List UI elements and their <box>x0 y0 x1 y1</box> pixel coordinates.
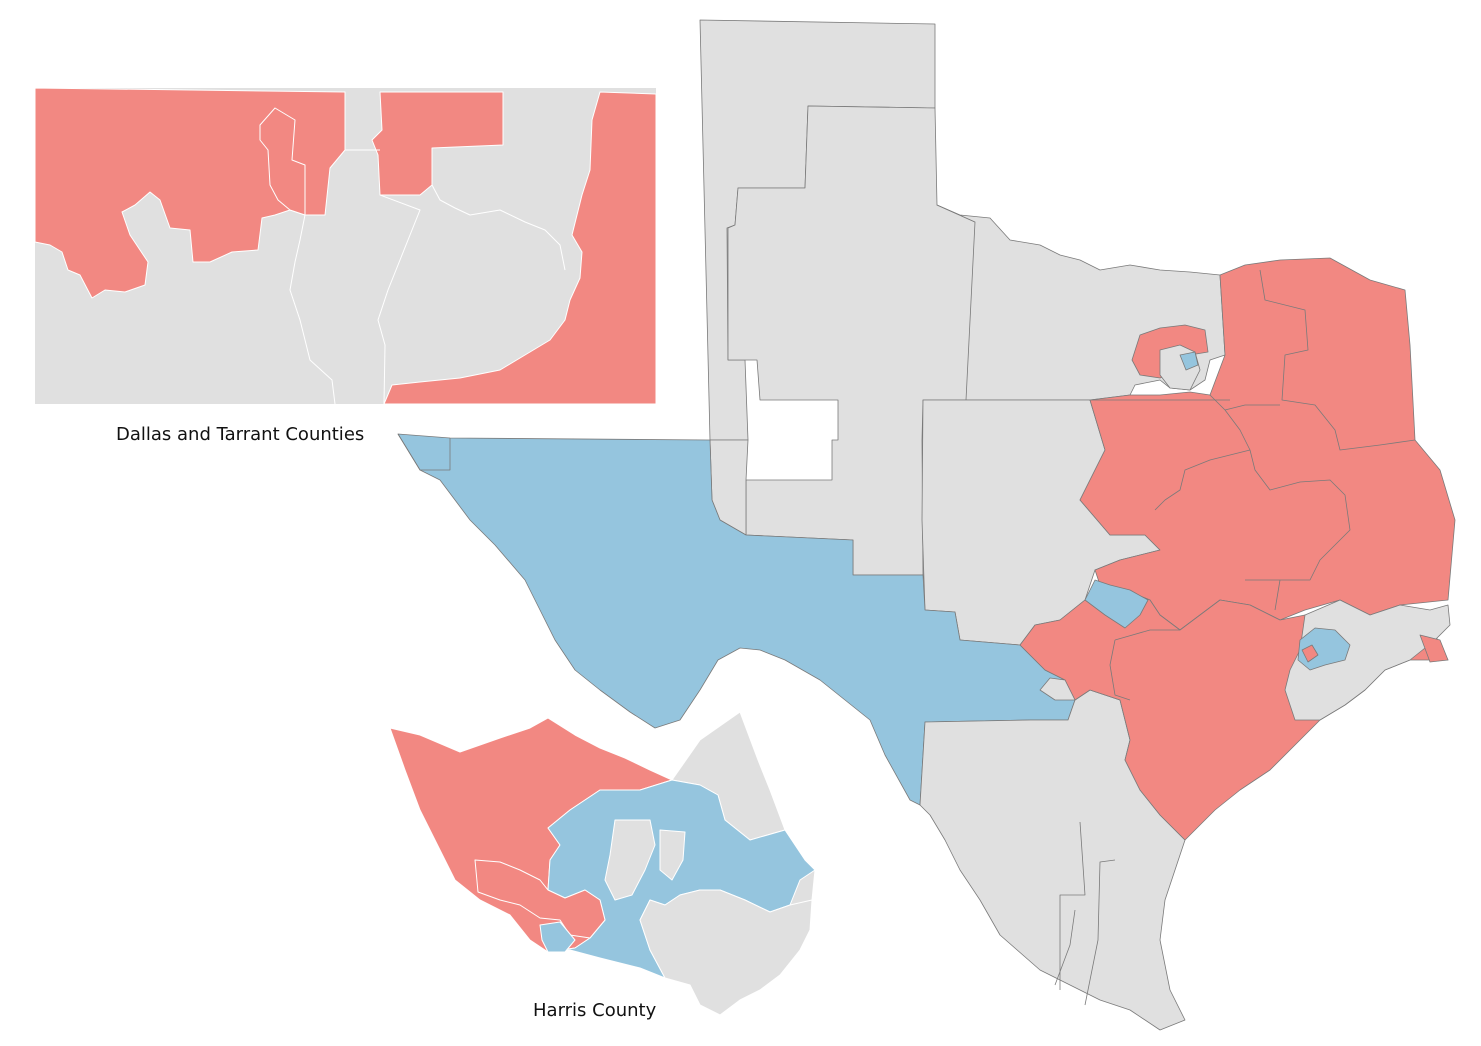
district-dfw-blue <box>1179 351 1199 371</box>
harris-district-inner-1 <box>604 819 656 901</box>
harris-district-southwest-red <box>474 859 606 939</box>
dfw-district-tarrant-north <box>259 107 306 216</box>
district-big-bend <box>397 433 1076 806</box>
dallas-tarrant-inset <box>34 87 657 405</box>
harris-district-southwest-blue <box>539 921 576 953</box>
ne-texas-internal-lines <box>1090 269 1416 611</box>
harris-county-caption: Harris County <box>533 1000 657 1021</box>
texas-statewide-map <box>397 19 1456 1031</box>
dfw-interior-boundaries <box>289 92 566 405</box>
south-texas-internal-line-3 <box>1054 909 1076 986</box>
harris-county-inset <box>389 711 816 1016</box>
district-san-antonio <box>1039 677 1076 701</box>
district-austin <box>1084 579 1149 629</box>
district-houston-red-pocket <box>1301 644 1319 663</box>
district-coastal-southeast <box>1419 634 1449 663</box>
south-texas-internal-line-2 <box>1084 859 1116 1006</box>
se-texas-internal-lines <box>1109 629 1180 701</box>
harris-district-southeast <box>639 889 813 1016</box>
south-texas-internal-line-1 <box>1059 821 1086 990</box>
harris-district-inner-2 <box>659 829 686 881</box>
dallas-tarrant-caption: Dallas and Tarrant Counties <box>116 424 365 445</box>
el-paso-boundary <box>397 433 451 471</box>
